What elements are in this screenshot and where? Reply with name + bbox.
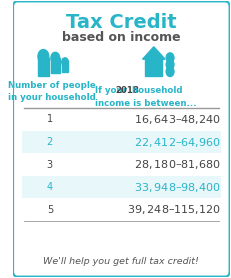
Circle shape	[166, 53, 174, 63]
Bar	[145, 59, 162, 76]
Circle shape	[166, 60, 174, 70]
Text: $39,248 – $115,120: $39,248 – $115,120	[127, 203, 221, 216]
Bar	[62, 61, 68, 71]
Text: Number of people
in your household: Number of people in your household	[8, 81, 96, 102]
Text: 1: 1	[47, 115, 53, 125]
Text: $33,948 – $98,400: $33,948 – $98,400	[134, 181, 221, 194]
Text: 2: 2	[47, 137, 53, 147]
Circle shape	[38, 49, 49, 63]
Circle shape	[166, 67, 174, 76]
Text: 4: 4	[47, 182, 53, 192]
FancyBboxPatch shape	[13, 1, 230, 277]
Text: If your: If your	[95, 86, 130, 95]
Polygon shape	[143, 47, 165, 59]
Text: 2018: 2018	[115, 86, 139, 95]
Text: $16,643 – $48,240: $16,643 – $48,240	[134, 113, 221, 126]
Text: household: household	[129, 86, 182, 95]
Text: $28,180 – $81,680: $28,180 – $81,680	[134, 158, 221, 171]
Bar	[51, 58, 60, 73]
Text: We'll help you get full tax credit!: We'll help you get full tax credit!	[43, 257, 199, 266]
Text: 5: 5	[47, 205, 53, 215]
Circle shape	[51, 52, 60, 63]
Circle shape	[62, 58, 68, 66]
Text: based on income: based on income	[62, 31, 181, 44]
Text: 3: 3	[47, 160, 53, 170]
Text: Tax Credit: Tax Credit	[66, 13, 177, 31]
Bar	[38, 58, 49, 76]
Text: income is between...: income is between...	[95, 99, 197, 108]
Bar	[22, 176, 221, 198]
Text: $22,412 – $64,960: $22,412 – $64,960	[134, 136, 221, 148]
Bar	[22, 131, 221, 153]
